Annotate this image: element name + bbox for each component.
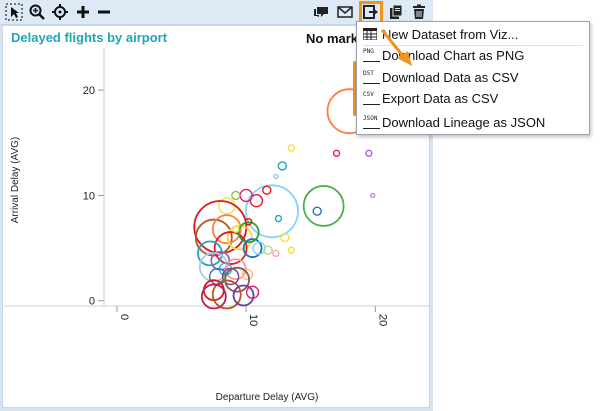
menu-item-download-csv[interactable]: DST Download Data as CSV <box>357 67 589 87</box>
plus-icon[interactable] <box>74 3 92 21</box>
minus-icon[interactable] <box>95 3 113 21</box>
data-point <box>263 245 273 255</box>
y-tick-label: 0 <box>89 296 95 308</box>
chart-title: Delayed flights by airport <box>11 30 168 45</box>
menu-item-label: Download Chart as PNG <box>382 47 525 63</box>
zoom-icon[interactable] <box>28 3 46 21</box>
x-tick-label: 0 <box>118 314 130 320</box>
png-file-icon: PNG <box>363 48 380 62</box>
dst-file-icon: DST <box>363 70 380 84</box>
table-icon <box>362 27 380 41</box>
data-point <box>245 285 260 300</box>
data-point <box>252 241 266 255</box>
menu-item-new-dataset[interactable]: New Dataset from Viz... <box>357 24 589 44</box>
data-point <box>302 185 345 227</box>
y-axis-label: Arrival Delay (AVG) <box>10 137 21 224</box>
menu-item-label: Download Data as CSV <box>382 69 519 85</box>
data-point <box>213 231 248 265</box>
data-point <box>226 224 253 251</box>
export-dropdown-menu: New Dataset from Viz... PNG Download Cha… <box>356 21 590 135</box>
data-point <box>287 144 296 152</box>
csv-file-icon: CSV <box>363 91 380 105</box>
select-arrow-icon[interactable] <box>5 3 23 21</box>
data-point <box>280 232 290 243</box>
menu-item-label: Export Data as CSV <box>382 90 499 106</box>
mail-icon[interactable] <box>336 3 354 21</box>
menu-item-download-png[interactable]: PNG Download Chart as PNG <box>357 45 589 65</box>
data-point <box>262 185 272 195</box>
data-point <box>211 214 242 245</box>
no-marks-label: No marks <box>306 31 366 46</box>
data-point <box>277 161 287 171</box>
comment-icon[interactable] <box>312 3 330 21</box>
scatter-chart: 0 10 20 0 10 20 Arrival Delay (AVG) Departure… <box>4 48 430 403</box>
data-point <box>245 184 299 239</box>
y-tick-label: 10 <box>83 190 95 202</box>
menu-item-download-lineage[interactable]: JSON Download Lineage as JSON <box>357 112 589 132</box>
data-point <box>370 192 376 199</box>
data-point <box>332 149 341 158</box>
menu-divider <box>363 45 583 46</box>
data-point <box>365 149 373 158</box>
data-point <box>272 249 280 258</box>
x-axis-label: Departure Delay (AVG) <box>216 392 319 403</box>
data-point <box>200 283 227 310</box>
y-tick-label: 20 <box>83 85 95 97</box>
export-icon[interactable] <box>362 3 380 21</box>
data-point <box>245 218 253 226</box>
data-point <box>249 193 264 208</box>
data-point <box>273 173 279 180</box>
menu-item-label: New Dataset from Viz... <box>382 26 519 42</box>
x-tick-label: 20 <box>376 314 388 326</box>
data-point <box>197 240 223 267</box>
copy-icon[interactable] <box>387 3 405 21</box>
data-point <box>287 246 296 254</box>
x-tick-label: 10 <box>247 314 259 326</box>
data-point <box>242 238 263 258</box>
menu-item-label: Download Lineage as JSON <box>382 114 546 130</box>
data-point <box>231 190 241 201</box>
pan-icon[interactable] <box>51 3 69 21</box>
data-point <box>241 268 254 281</box>
data-point <box>274 214 283 223</box>
data-point <box>312 206 322 216</box>
data-point <box>232 225 240 233</box>
menu-item-export-csv[interactable]: CSV Export Data as CSV <box>357 88 589 108</box>
trash-icon[interactable] <box>410 3 428 21</box>
json-file-icon: JSON <box>363 115 380 129</box>
data-point <box>211 279 242 310</box>
data-point <box>237 221 260 244</box>
data-point <box>232 284 255 307</box>
